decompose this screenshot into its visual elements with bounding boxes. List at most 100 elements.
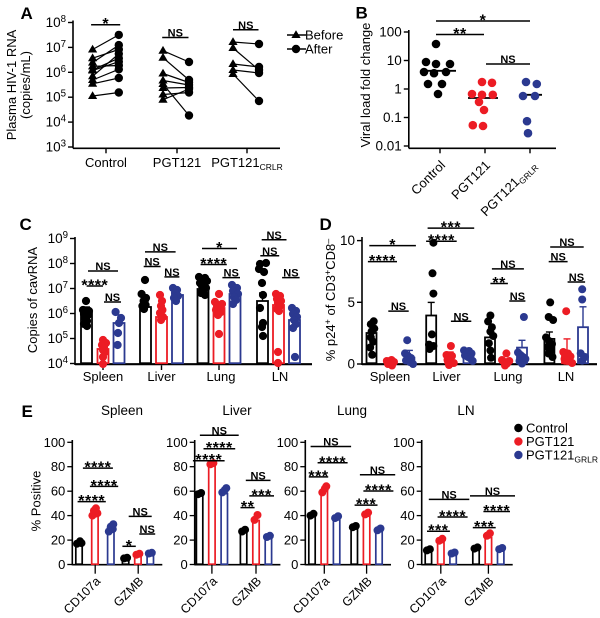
svg-text:0: 0: [347, 357, 355, 372]
svg-text:****: ****: [428, 233, 455, 250]
svg-text:60: 60: [400, 484, 414, 499]
svg-text:5: 5: [347, 295, 355, 310]
svg-text:*: *: [480, 13, 487, 30]
svg-text:LN: LN: [457, 403, 474, 418]
svg-text:Liver: Liver: [222, 403, 252, 418]
svg-text:B: B: [356, 4, 368, 23]
svg-text:20: 20: [400, 533, 414, 548]
svg-text:(copies/mL): (copies/mL): [18, 51, 33, 119]
svg-text:Control: Control: [85, 155, 127, 170]
svg-text:40: 40: [173, 508, 187, 523]
svg-text:Copies of cavRNA: Copies of cavRNA: [25, 247, 40, 354]
svg-text:*: *: [126, 538, 133, 555]
svg-text:A: A: [21, 4, 33, 23]
svg-text:100: 100: [393, 435, 415, 450]
svg-text:****: ****: [200, 256, 227, 273]
svg-text:NS: NS: [559, 237, 574, 249]
svg-text:*: *: [216, 240, 223, 257]
svg-text:20: 20: [173, 533, 187, 548]
svg-text:****: ****: [439, 509, 466, 526]
svg-text:0: 0: [291, 557, 298, 572]
svg-text:NS: NS: [551, 252, 566, 264]
svg-text:NS: NS: [500, 259, 515, 271]
svg-text:****: ****: [91, 478, 118, 495]
svg-text:C: C: [20, 215, 32, 234]
svg-text:NS: NS: [133, 506, 148, 518]
svg-text:NS: NS: [569, 272, 584, 284]
svg-text:100: 100: [379, 25, 402, 40]
svg-text:60: 60: [284, 484, 298, 499]
svg-text:NS: NS: [212, 425, 227, 437]
svg-text:Spleen: Spleen: [83, 369, 123, 384]
svg-text:40: 40: [51, 508, 65, 523]
svg-text:D: D: [320, 215, 332, 234]
svg-text:40: 40: [284, 508, 298, 523]
svg-text:10: 10: [340, 233, 355, 248]
svg-text:****: ****: [365, 483, 392, 500]
svg-text:****: ****: [78, 493, 105, 510]
svg-text:1: 1: [394, 82, 402, 97]
svg-text:10: 10: [387, 53, 402, 68]
svg-text:80: 80: [51, 459, 65, 474]
svg-text:NS: NS: [250, 470, 265, 482]
svg-text:NS: NS: [262, 246, 277, 258]
svg-text:***: ***: [428, 523, 448, 540]
svg-text:20: 20: [284, 533, 298, 548]
svg-text:NS: NS: [95, 261, 110, 273]
svg-text:Lung: Lung: [337, 403, 367, 418]
svg-text:*: *: [102, 16, 109, 33]
svg-text:****: ****: [483, 503, 510, 520]
svg-text:0: 0: [180, 557, 187, 572]
svg-text:****: ****: [206, 440, 233, 457]
svg-text:****: ****: [369, 253, 396, 270]
svg-text:Spleen: Spleen: [101, 403, 143, 418]
svg-text:0.01: 0.01: [376, 139, 402, 154]
svg-text:20: 20: [51, 533, 65, 548]
svg-text:***: ***: [252, 487, 272, 504]
svg-text:80: 80: [173, 459, 187, 474]
svg-text:0: 0: [407, 557, 414, 572]
svg-text:**: **: [492, 275, 506, 292]
svg-text:NS: NS: [224, 268, 239, 280]
svg-text:100: 100: [166, 435, 188, 450]
svg-text:80: 80: [284, 459, 298, 474]
svg-text:*: *: [389, 237, 396, 254]
svg-text:***: ***: [356, 497, 376, 514]
svg-text:0: 0: [58, 557, 65, 572]
svg-text:NS: NS: [510, 291, 525, 303]
svg-text:Control: Control: [526, 421, 568, 436]
svg-text:Liver: Liver: [432, 369, 461, 384]
svg-text:E: E: [22, 402, 33, 421]
svg-text:NS: NS: [441, 489, 456, 501]
svg-text:NS: NS: [164, 267, 179, 279]
svg-text:****: ****: [319, 454, 346, 471]
svg-text:PGT121: PGT121: [526, 434, 574, 449]
svg-text:Viral load fold change: Viral load fold change: [358, 23, 373, 148]
svg-text:NS: NS: [370, 465, 385, 477]
svg-text:NS: NS: [485, 486, 500, 498]
svg-text:***: ***: [441, 220, 461, 237]
svg-text:NS: NS: [105, 292, 120, 304]
svg-text:NS: NS: [153, 242, 168, 254]
svg-text:PGT121: PGT121: [153, 155, 201, 170]
svg-text:80: 80: [400, 459, 414, 474]
svg-text:NS: NS: [266, 230, 281, 242]
svg-text:LN: LN: [272, 369, 289, 384]
svg-text:NS: NS: [168, 28, 183, 40]
svg-text:100: 100: [44, 435, 66, 450]
svg-text:**: **: [241, 499, 255, 516]
svg-text:NS: NS: [144, 257, 159, 269]
svg-text:60: 60: [173, 484, 187, 499]
svg-text:Before: Before: [305, 28, 343, 43]
svg-text:Lung: Lung: [494, 369, 523, 384]
svg-text:NS: NS: [391, 301, 406, 313]
svg-text:NS: NS: [140, 524, 155, 536]
svg-text:****: ****: [84, 460, 111, 477]
svg-text:After: After: [305, 42, 333, 57]
svg-text:LN: LN: [558, 369, 575, 384]
svg-text:Liver: Liver: [147, 369, 176, 384]
svg-text:NS: NS: [323, 437, 338, 449]
svg-text:****: ****: [195, 452, 222, 469]
svg-text:Lung: Lung: [207, 369, 236, 384]
svg-text:% p24+ of CD3+CD8–: % p24+ of CD3+CD8–: [323, 239, 338, 362]
